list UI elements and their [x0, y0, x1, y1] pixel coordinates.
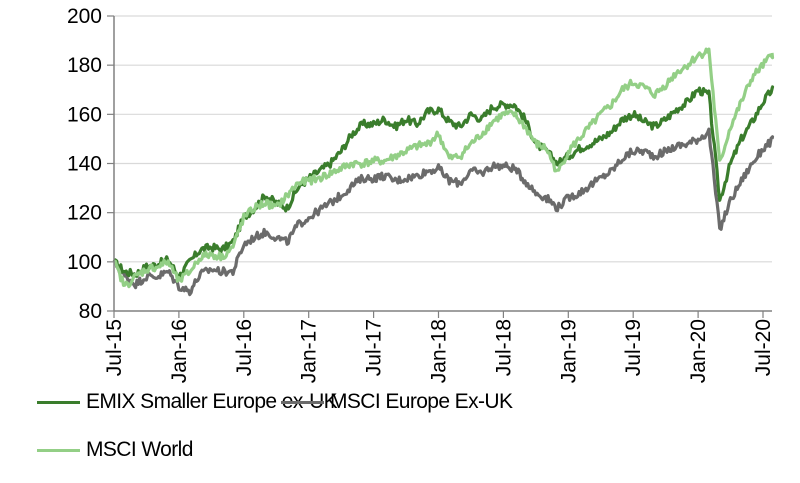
series-line-emix-smaller-europe-ex-uk	[112, 85, 775, 281]
x-tick-label: Jul-18	[492, 319, 515, 376]
y-tick-label: 80	[79, 300, 102, 323]
x-tick-label: Jan-16	[168, 319, 191, 383]
y-tick-label: 120	[67, 202, 102, 225]
series-line-msci-world	[113, 47, 775, 289]
x-tick-label: Jan-18	[428, 319, 451, 383]
legend-label: MSCI Europe Ex-UK	[330, 390, 513, 413]
x-tick-label: Jul-20	[752, 319, 775, 376]
gridlines	[114, 15, 772, 263]
legend-item-emix: EMIX Smaller Europe ex-UK	[37, 390, 338, 414]
x-tick-label: Jan-20	[687, 319, 710, 383]
x-tick-label: Jan-17	[298, 319, 321, 383]
x-tick-label: Jul-15	[103, 319, 126, 376]
x-tick-label: Jan-19	[557, 319, 580, 383]
series-line-msci-europe-ex-uk	[112, 127, 775, 297]
x-ticks: Jul-15 Jan-16 Jul-16 Jan-17 Jul-17 Jan-18 Jul-…	[103, 311, 775, 383]
series-lines	[112, 47, 775, 297]
x-tick-label: Jul-19	[622, 319, 645, 376]
legend-swatch-msci-europe	[281, 400, 324, 404]
y-tick-label: 180	[67, 54, 102, 77]
y-tick-label: 140	[67, 153, 102, 176]
legend-label: MSCI World	[86, 438, 193, 461]
legend-swatch-emix	[37, 400, 80, 404]
legend: EMIX Smaller Europe ex-UK MSCI Europe Ex…	[0, 390, 800, 480]
legend-swatch-msci-world	[37, 448, 80, 452]
legend-item-msci-europe: MSCI Europe Ex-UK	[281, 390, 513, 414]
x-tick-label: Jul-17	[363, 319, 386, 376]
y-ticks: 80 100 120 140 160 180 200	[67, 5, 114, 323]
y-tick-label: 160	[67, 103, 102, 126]
y-tick-label: 100	[67, 251, 102, 274]
legend-label: EMIX Smaller Europe ex-UK	[86, 390, 338, 413]
x-tick-label: Jul-16	[233, 319, 256, 376]
y-tick-label: 200	[67, 5, 102, 28]
legend-item-msci-world: MSCI World	[37, 438, 193, 462]
